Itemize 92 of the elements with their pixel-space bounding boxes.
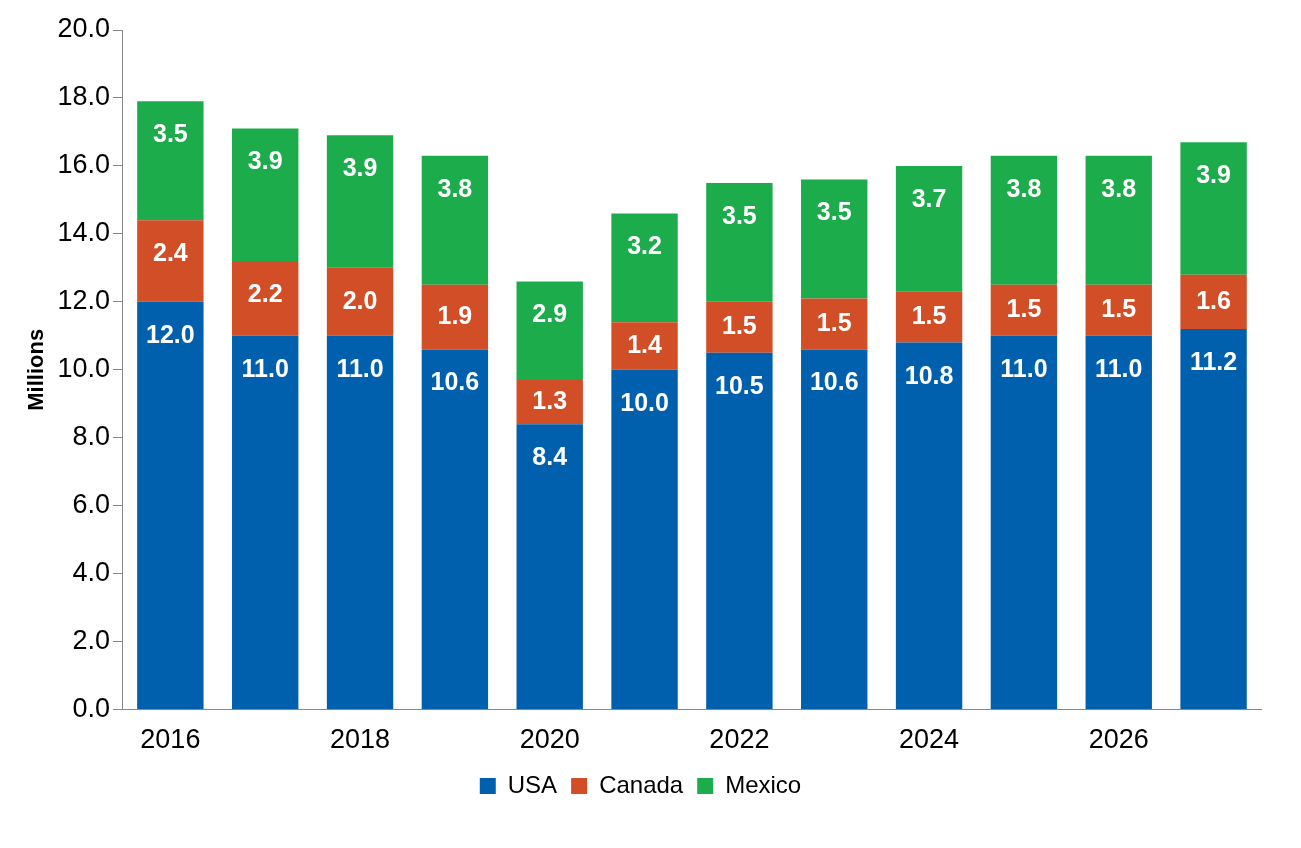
legend-label: Canada	[599, 770, 684, 798]
data-label: 10.8	[904, 360, 954, 389]
bar	[326, 135, 394, 268]
legend-label: Mexico	[725, 770, 802, 798]
data-label: 3.5	[152, 119, 188, 148]
data-label: 1.4	[627, 329, 663, 358]
y-axis-title: Millions	[23, 328, 49, 411]
data-label: 10.6	[430, 367, 480, 396]
bar	[1085, 284, 1152, 336]
data-label: 1.9	[437, 301, 473, 330]
bar	[801, 298, 868, 350]
bar	[516, 281, 583, 380]
data-label: 2.4	[152, 238, 188, 267]
bar	[706, 301, 773, 353]
y-tick-label: 10.0	[57, 353, 110, 384]
y-tick-label: 0.0	[72, 693, 110, 724]
legend-label: USA	[507, 770, 558, 798]
y-tick-label: 16.0	[57, 149, 110, 180]
x-tick-label: 2018	[330, 724, 391, 755]
data-label: 11.0	[1000, 353, 1048, 382]
data-label: 3.9	[247, 146, 283, 175]
data-label: 12.0	[146, 319, 195, 348]
x-tick-label: 2024	[899, 724, 960, 755]
bar	[895, 291, 963, 343]
bar	[1085, 335, 1152, 710]
data-label: 3.8	[1006, 173, 1042, 202]
data-label: 3.9	[1196, 160, 1231, 189]
bar	[232, 261, 299, 336]
data-label: 1.5	[1006, 294, 1042, 323]
bar	[990, 155, 1058, 285]
bar	[421, 155, 489, 285]
data-label: 3.5	[722, 200, 757, 229]
bar	[706, 352, 773, 710]
y-tick-label: 6.0	[72, 489, 110, 520]
data-label: 1.5	[911, 301, 947, 330]
bar	[611, 213, 678, 323]
bar	[990, 284, 1058, 336]
bar	[801, 349, 868, 710]
y-tick-label: 8.0	[72, 421, 110, 452]
y-tick-label: 12.0	[57, 285, 110, 316]
data-label: 1.3	[532, 385, 568, 414]
data-label: 1.5	[722, 311, 757, 340]
data-label: 11.2	[1189, 346, 1238, 375]
bar	[895, 165, 963, 292]
data-label: 2.9	[532, 299, 568, 328]
bar	[801, 179, 868, 299]
bar	[421, 349, 489, 710]
data-label: 3.8	[1101, 173, 1137, 202]
bar	[1085, 155, 1152, 285]
data-label: 3.5	[816, 197, 852, 226]
data-label: 1.5	[1101, 294, 1137, 323]
data-label: 11.0	[336, 353, 384, 382]
bar	[516, 424, 583, 710]
bar	[137, 220, 204, 302]
data-label: 11.0	[241, 353, 289, 382]
y-tick-label: 14.0	[57, 217, 110, 248]
bar	[1180, 142, 1247, 275]
bar	[326, 267, 394, 336]
data-label: 1.6	[1196, 285, 1231, 314]
data-label: 3.7	[911, 183, 947, 212]
data-label: 11.0	[1095, 353, 1143, 382]
x-tick-label: 2016	[140, 724, 201, 755]
y-tick-label: 18.0	[57, 81, 110, 112]
data-label: 3.8	[437, 173, 473, 202]
data-label: 10.5	[715, 370, 764, 399]
bar	[232, 335, 299, 710]
x-tick-label: 2026	[1088, 724, 1149, 755]
data-label: 8.4	[532, 442, 568, 471]
x-tick-label: 2020	[519, 724, 580, 755]
bar	[706, 182, 773, 302]
bar	[137, 101, 204, 221]
x-tick-label: 2022	[709, 724, 770, 755]
bar	[326, 335, 394, 710]
y-tick-label: 2.0	[72, 625, 110, 656]
data-label: 10.0	[620, 387, 669, 416]
data-label: 3.2	[627, 231, 662, 260]
data-label: 2.0	[342, 285, 378, 314]
bar	[895, 342, 963, 710]
bar	[232, 128, 299, 262]
data-label: 1.5	[816, 307, 852, 336]
y-tick-label: 20.0	[57, 13, 110, 44]
bar	[1180, 274, 1247, 330]
bar	[611, 322, 678, 370]
data-label: 10.6	[809, 367, 859, 396]
y-tick-label: 4.0	[72, 557, 110, 588]
bar	[1180, 329, 1247, 710]
bar	[611, 369, 678, 710]
bar	[137, 301, 204, 710]
bar	[421, 284, 489, 350]
data-label: 2.2	[247, 278, 283, 307]
data-label: 3.9	[342, 153, 378, 182]
bar	[990, 335, 1058, 710]
